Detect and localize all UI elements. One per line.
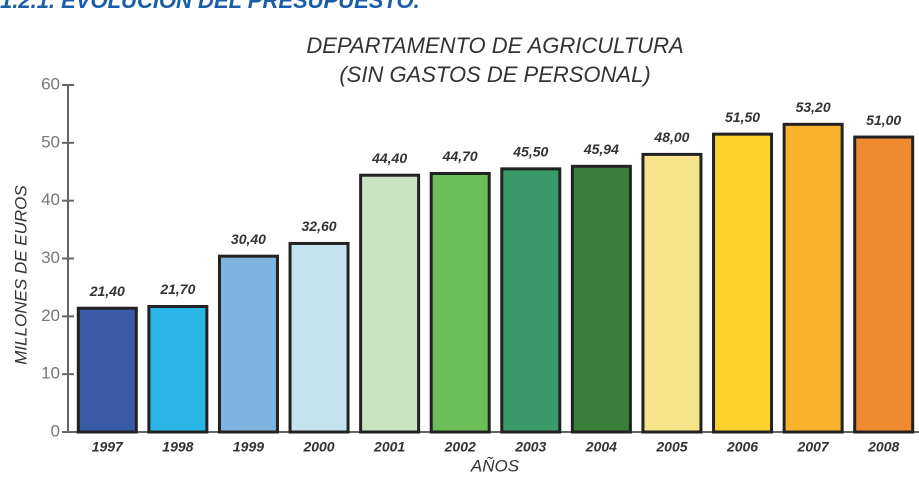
x-tick-label: 2002 bbox=[444, 439, 476, 455]
x-tick-label: 1999 bbox=[233, 439, 264, 455]
value-label: 45,50 bbox=[512, 144, 548, 160]
y-tick-label: 10 bbox=[41, 364, 60, 383]
y-tick-label: 40 bbox=[41, 190, 60, 209]
bar bbox=[570, 164, 632, 434]
value-label: 45,94 bbox=[583, 141, 619, 157]
y-tick-label: 0 bbox=[51, 421, 60, 440]
y-tick-label: 60 bbox=[41, 74, 60, 93]
value-label: 32,60 bbox=[302, 218, 337, 234]
value-label: 44,40 bbox=[371, 150, 407, 166]
value-label: 44,70 bbox=[442, 148, 478, 164]
value-label: 51,00 bbox=[866, 112, 901, 128]
value-label: 48,00 bbox=[653, 129, 689, 145]
chart-subtitle: (SIN GASTOS DE PERSONAL) bbox=[339, 62, 650, 87]
x-tick-label: 2001 bbox=[373, 439, 405, 455]
x-tick-label: 2005 bbox=[655, 439, 687, 455]
y-tick-label: 20 bbox=[41, 306, 60, 325]
bar bbox=[288, 241, 350, 434]
chart-title: DEPARTAMENTO DE AGRICULTURA bbox=[306, 33, 683, 58]
x-axis-label: AÑOS bbox=[470, 456, 520, 475]
y-axis-label: MILLONES DE EUROS bbox=[11, 185, 30, 365]
bar bbox=[217, 254, 279, 434]
bar bbox=[359, 173, 421, 434]
bar bbox=[147, 305, 209, 434]
x-tick-label: 1997 bbox=[92, 439, 124, 455]
x-tick-label: 1998 bbox=[162, 439, 193, 455]
x-tick-label: 2000 bbox=[302, 439, 334, 455]
x-tick-label: 2006 bbox=[726, 439, 758, 455]
bar bbox=[76, 306, 138, 434]
bar bbox=[500, 167, 562, 434]
y-tick-label: 30 bbox=[41, 248, 60, 267]
value-label: 53,20 bbox=[796, 99, 831, 115]
x-tick-label: 2003 bbox=[514, 439, 546, 455]
bar bbox=[853, 135, 915, 434]
value-label: 21,40 bbox=[89, 283, 125, 299]
value-label: 21,70 bbox=[159, 281, 195, 297]
heading: 1.2.1. EVOLUCIÓN DEL PRESUPUESTO. bbox=[0, 0, 420, 13]
x-tick-label: 2004 bbox=[585, 439, 617, 455]
x-tick-label: 2007 bbox=[797, 439, 830, 455]
bar bbox=[429, 171, 491, 434]
value-label: 51,50 bbox=[725, 109, 760, 125]
bar bbox=[782, 122, 844, 434]
x-tick-label: 2008 bbox=[867, 439, 899, 455]
value-label: 30,40 bbox=[231, 231, 266, 247]
bar bbox=[712, 132, 774, 434]
bar bbox=[641, 152, 703, 434]
y-tick-label: 50 bbox=[41, 132, 60, 151]
